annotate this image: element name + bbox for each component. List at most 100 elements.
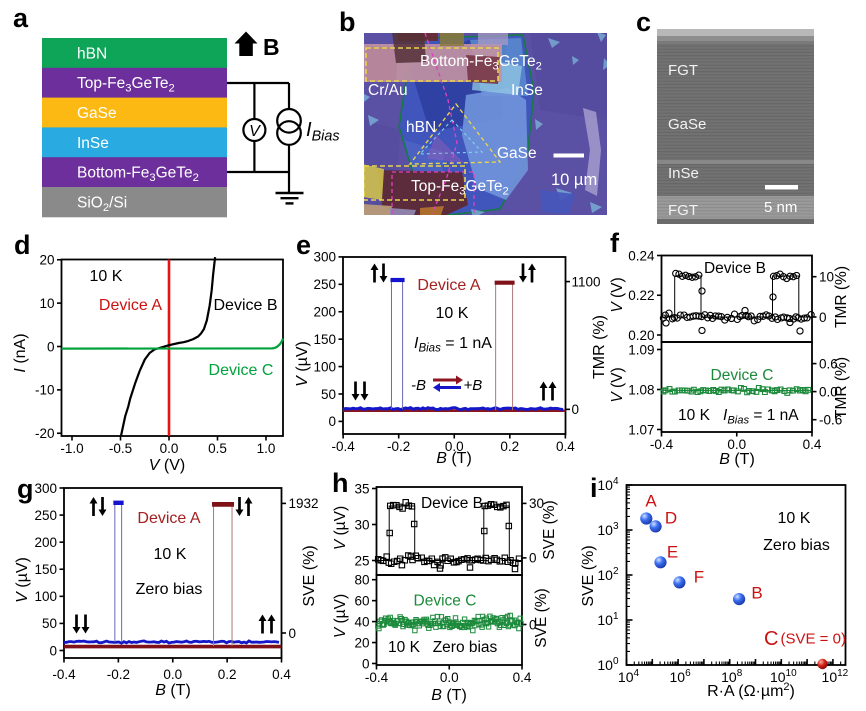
svg-text:Device A: Device A (137, 510, 200, 527)
svg-text:g: g (17, 474, 34, 504)
svg-text:35: 35 (354, 481, 369, 496)
svg-text:0.0: 0.0 (819, 384, 838, 399)
svg-text:-0.6: -0.6 (819, 413, 842, 428)
svg-text:150: 150 (313, 332, 336, 347)
svg-text:0.0: 0.0 (727, 437, 746, 452)
svg-text:0.0: 0.0 (440, 670, 459, 685)
svg-text:Device C: Device C (209, 362, 274, 379)
svg-text:0.5: 0.5 (208, 441, 227, 456)
svg-text:(SVE = 0): (SVE = 0) (781, 631, 846, 648)
svg-text:TMR (%): TMR (%) (591, 315, 608, 379)
svg-text:1100: 1100 (572, 274, 601, 289)
svg-text:InSe: InSe (77, 135, 109, 152)
svg-text:30: 30 (354, 517, 369, 532)
svg-text:0: 0 (529, 551, 537, 566)
svg-text:SVE (%): SVE (%) (580, 545, 597, 606)
svg-text:F: F (694, 568, 704, 587)
svg-text:V: V (249, 123, 261, 140)
svg-text:Device A: Device A (417, 277, 480, 294)
svg-text:-0.4: -0.4 (52, 667, 76, 682)
svg-text:d: d (14, 230, 31, 260)
svg-text:GaSe: GaSe (77, 105, 117, 122)
svg-text:TMR (%): TMR (%) (833, 357, 850, 419)
svg-text:0: 0 (47, 339, 55, 354)
svg-text:10 K: 10 K (154, 546, 187, 563)
svg-text:10: 10 (819, 270, 834, 285)
svg-text:V (V): V (V) (609, 367, 626, 402)
svg-text:Device C: Device C (414, 593, 477, 610)
svg-text:IBias = 1 nA: IBias = 1 nA (414, 335, 492, 355)
svg-text:0.4: 0.4 (803, 437, 822, 452)
svg-text:FGT: FGT (668, 202, 698, 219)
svg-text:B: B (263, 34, 280, 60)
svg-text:GaSe: GaSe (668, 116, 706, 133)
svg-text:20: 20 (39, 253, 54, 268)
svg-text:A: A (645, 492, 657, 511)
svg-text:V (µV): V (µV) (14, 557, 31, 603)
svg-text:0.6: 0.6 (819, 356, 838, 371)
svg-text:-1.0: -1.0 (60, 441, 83, 456)
svg-text:50: 50 (42, 616, 57, 631)
svg-text:250: 250 (34, 508, 57, 523)
svg-text:0.4: 0.4 (556, 439, 575, 454)
svg-text:0.20: 0.20 (628, 328, 654, 343)
svg-text:Device A: Device A (99, 297, 162, 314)
svg-text:0.0: 0.0 (160, 441, 179, 456)
svg-text:B (T): B (T) (719, 451, 755, 468)
svg-text:SVE (%): SVE (%) (533, 588, 550, 647)
svg-text:20: 20 (354, 635, 369, 650)
svg-text:0.4: 0.4 (513, 670, 532, 685)
svg-text:SVE (%): SVE (%) (301, 545, 318, 606)
svg-text:e: e (296, 230, 311, 260)
svg-text:SiO2/Si: SiO2/Si (77, 194, 127, 213)
svg-text:-0.2: -0.2 (107, 667, 130, 682)
svg-text:-10: -10 (35, 383, 55, 398)
svg-text:25: 25 (354, 553, 369, 568)
svg-text:50: 50 (321, 387, 336, 402)
svg-text:Top-Fe3GeTe2: Top-Fe3GeTe2 (77, 75, 175, 94)
svg-text:D: D (665, 509, 677, 528)
svg-text:V (µV): V (µV) (294, 341, 311, 387)
svg-text:a: a (13, 3, 29, 33)
svg-text:0: 0 (819, 310, 827, 325)
svg-text:V (V): V (V) (149, 457, 185, 474)
svg-text:-B: -B (411, 377, 426, 394)
svg-text:300: 300 (34, 481, 57, 496)
svg-text:InSe: InSe (668, 165, 699, 182)
svg-text:B (T): B (T) (155, 682, 191, 699)
svg-text:0: 0 (49, 643, 57, 658)
svg-text:300: 300 (313, 250, 336, 265)
svg-text:10: 10 (39, 296, 54, 311)
svg-text:C: C (764, 628, 778, 650)
svg-text:0: 0 (289, 626, 297, 641)
svg-text:c: c (636, 7, 651, 37)
svg-text:i: i (590, 473, 598, 503)
svg-text:Device C: Device C (711, 367, 774, 384)
svg-text:B (T): B (T) (431, 687, 467, 704)
svg-text:Zero bias: Zero bias (763, 537, 830, 554)
svg-text:-0.2: -0.2 (387, 439, 410, 454)
svg-text:Top-Fe3GeTe2: Top-Fe3GeTe2 (411, 178, 509, 197)
svg-text:GaSe: GaSe (497, 145, 537, 162)
svg-text:hBN: hBN (77, 45, 107, 62)
svg-text:0.4: 0.4 (272, 667, 291, 682)
svg-text:0: 0 (328, 414, 336, 429)
svg-text:IBias = 1 nA: IBias = 1 nA (723, 407, 799, 426)
svg-text:10 K: 10 K (436, 305, 469, 322)
svg-text:V (V): V (V) (609, 277, 626, 312)
svg-text:V (µV): V (µV) (332, 506, 349, 550)
svg-text:0.2: 0.2 (218, 667, 237, 682)
svg-text:30: 30 (529, 496, 544, 511)
svg-text:-0.4: -0.4 (365, 670, 389, 685)
svg-text:-0.4: -0.4 (650, 437, 674, 452)
svg-text:Device B: Device B (213, 297, 277, 314)
svg-text:E: E (667, 543, 678, 562)
svg-text:100: 100 (313, 359, 336, 374)
svg-text:Zero bias: Zero bias (433, 639, 498, 656)
svg-text:0.2: 0.2 (500, 439, 519, 454)
svg-text:150: 150 (34, 562, 57, 577)
svg-text:0.24: 0.24 (628, 248, 655, 263)
svg-text:Cr/Au: Cr/Au (368, 82, 408, 99)
svg-text:1932: 1932 (289, 496, 319, 511)
svg-text:1.07: 1.07 (628, 422, 654, 437)
